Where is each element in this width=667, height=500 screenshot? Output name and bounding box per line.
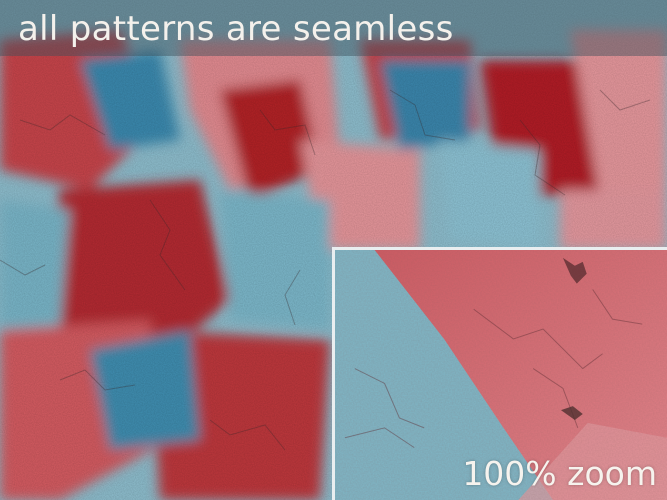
page-title: all patterns are seamless xyxy=(18,9,454,49)
zoomed-texture xyxy=(335,250,667,500)
title-banner xyxy=(0,0,667,56)
zoom-label: 100% zoom xyxy=(462,454,657,493)
zoom-inset xyxy=(332,247,667,500)
